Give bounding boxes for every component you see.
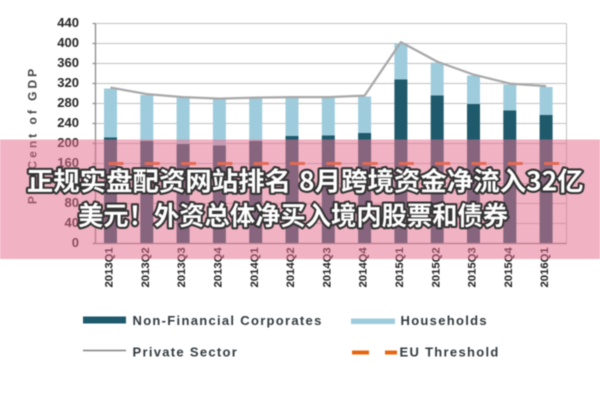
svg-text:400: 400: [57, 35, 79, 50]
svg-text:EU Threshold: EU Threshold: [400, 345, 500, 360]
svg-text:Private Sector: Private Sector: [133, 345, 239, 360]
svg-text:280: 280: [57, 95, 79, 110]
svg-text:240: 240: [57, 115, 79, 130]
svg-text:360: 360: [57, 55, 79, 70]
svg-text:Non-Financial Corporates: Non-Financial Corporates: [133, 313, 323, 328]
svg-text:440: 440: [57, 15, 79, 30]
svg-text:Households: Households: [401, 313, 488, 328]
svg-text:320: 320: [57, 75, 79, 90]
